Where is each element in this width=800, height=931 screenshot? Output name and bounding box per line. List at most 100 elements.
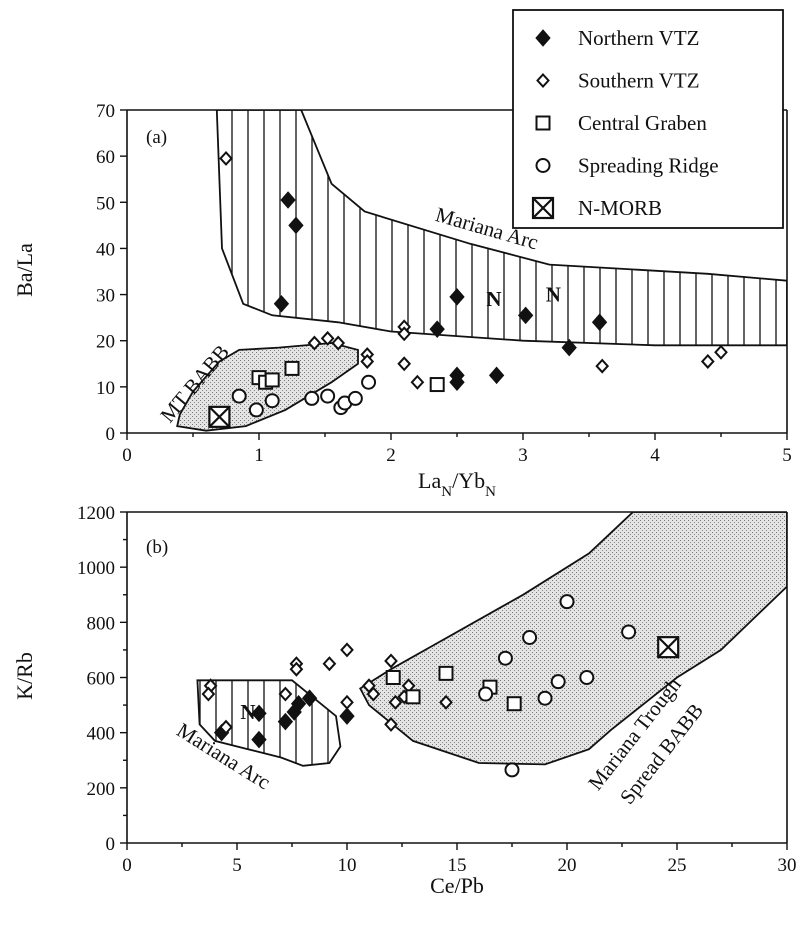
- point-southern: [384, 653, 398, 669]
- n-label: N: [240, 700, 255, 724]
- x-tick-label: 25: [668, 855, 687, 876]
- point-southern: [219, 719, 233, 735]
- point-northern: [280, 191, 296, 209]
- series-ridge: [231, 374, 377, 418]
- legend-marker-central: [535, 115, 551, 131]
- series-ridge: [478, 594, 637, 778]
- chart-b: 0 5 10 15 20 25 30 0 200 400 600 800 1000 1200 (b) K/Rb…: [12, 503, 797, 898]
- point-northern: [251, 704, 267, 723]
- point-southern: [219, 150, 233, 166]
- y-tick-label: 200: [87, 779, 116, 800]
- series-northern: [273, 191, 608, 392]
- point-southern: [366, 686, 381, 702]
- y-tick-label: 30: [96, 286, 115, 307]
- point-ridge: [320, 388, 336, 404]
- legend-label: Northern VTZ: [578, 26, 700, 50]
- point-northern: [449, 288, 465, 306]
- point-northern: [488, 366, 505, 385]
- point-southern: [322, 656, 337, 672]
- point-southern: [397, 356, 412, 372]
- point-ridge: [248, 402, 264, 418]
- point-ridge: [497, 650, 513, 666]
- series-southern: [201, 642, 453, 735]
- legend-label: N-MORB: [578, 196, 662, 220]
- x-tick-label: 1: [254, 445, 264, 466]
- y-tick-label: 50: [96, 193, 115, 214]
- point-southern: [278, 686, 293, 702]
- x-axis-label: LaN/YbN: [418, 468, 496, 500]
- y-tick-label: 0: [106, 424, 116, 445]
- y-tick-label: 70: [96, 101, 115, 122]
- point-northern: [290, 694, 307, 713]
- point-northern: [288, 216, 304, 235]
- y-tick-label: 400: [87, 724, 116, 745]
- legend-item-nmorb: N-MORB: [531, 196, 662, 220]
- series-southern: [219, 150, 728, 390]
- point-ridge: [504, 762, 520, 778]
- point-southern: [714, 344, 728, 360]
- legend-marker-nmorb: [531, 196, 555, 220]
- point-ridge: [347, 390, 363, 406]
- point-central: [284, 360, 300, 376]
- point-ridge: [264, 393, 280, 409]
- legend-label: Southern VTZ: [578, 69, 700, 93]
- y-tick-label: 800: [87, 613, 116, 634]
- x-tick-label: 2: [386, 445, 396, 466]
- point-southern: [340, 642, 354, 658]
- point-southern: [201, 686, 216, 702]
- x-tick-label: 4: [650, 445, 660, 466]
- point-southern: [384, 716, 398, 732]
- x-tick-label: 0: [122, 445, 132, 466]
- point-northern: [429, 320, 445, 338]
- point-northern: [251, 730, 267, 749]
- point-northern: [561, 338, 577, 357]
- point-ridge: [522, 630, 538, 646]
- point-central: [506, 696, 522, 712]
- point-nmorb: [208, 405, 231, 428]
- x-axis-label: Ce/Pb: [430, 873, 484, 898]
- y-tick-label: 10: [96, 378, 115, 399]
- point-southern: [700, 353, 715, 369]
- point-central: [438, 665, 454, 681]
- point-northern: [273, 295, 290, 313]
- point-southern: [320, 330, 335, 346]
- y-tick-label: 1000: [77, 558, 115, 579]
- point-ridge: [231, 388, 247, 404]
- y-tick-label: 0: [106, 834, 116, 855]
- point-ridge: [550, 674, 566, 690]
- x-tick-label: 10: [338, 855, 357, 876]
- point-ridge: [304, 390, 320, 406]
- point-southern: [388, 694, 403, 710]
- point-central: [385, 670, 401, 685]
- legend-marker-southern: [536, 73, 550, 88]
- n-label: N: [486, 287, 501, 311]
- point-ridge: [579, 670, 595, 685]
- point-southern: [595, 358, 610, 374]
- legend-marker-ridge: [535, 158, 551, 173]
- point-southern: [439, 694, 453, 710]
- region-arc: [196, 679, 342, 767]
- legend-item-northern: Northern VTZ: [535, 26, 700, 50]
- legend-item-ridge: Spreading Ridge: [535, 154, 719, 178]
- region-babb: [359, 512, 787, 766]
- point-northern: [591, 313, 608, 332]
- series-central: [251, 360, 445, 393]
- point-southern: [410, 374, 425, 390]
- point-southern: [360, 353, 375, 369]
- x-tick-label: 5: [782, 445, 792, 466]
- y-axis-label: Ba/La: [12, 243, 37, 297]
- series-nmorb: [657, 636, 680, 659]
- point-central: [429, 377, 445, 393]
- point-northern: [301, 689, 318, 707]
- legend-label: Central Graben: [578, 111, 707, 135]
- y-tick-label: 600: [87, 669, 116, 690]
- point-southern: [397, 326, 412, 342]
- n-label: N: [546, 282, 561, 306]
- region-arc: [215, 110, 787, 347]
- point-ridge: [537, 690, 553, 706]
- x-tick-label: 30: [778, 855, 797, 876]
- panel-label: (a): [146, 127, 167, 148]
- chart-a: 0 1 2 3 4 5010203040506070(a)Ba/LaLaN/YbNMari…: [12, 101, 792, 500]
- y-tick-label: 1200: [77, 503, 115, 524]
